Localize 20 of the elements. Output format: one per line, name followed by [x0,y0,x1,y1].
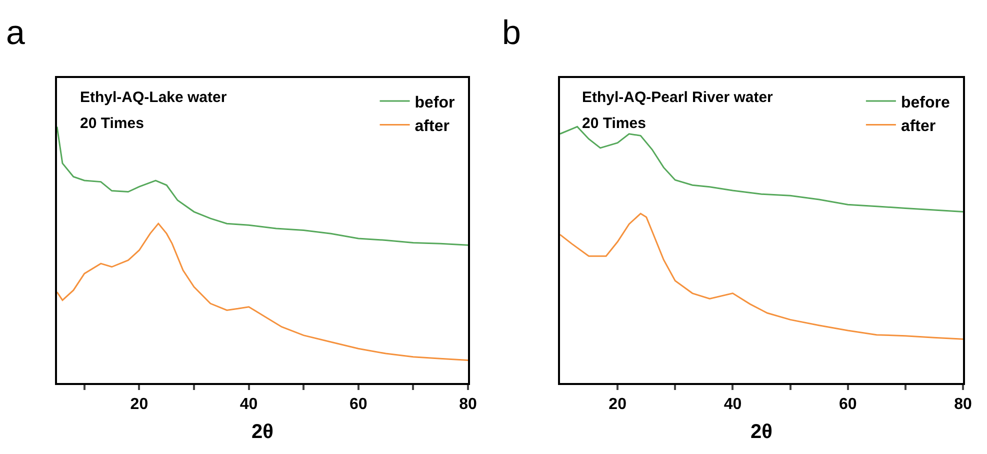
x-tick-label: 40 [724,396,742,413]
legend-label: before [900,94,950,112]
legend-label: befor [414,94,455,112]
x-tick-label: 20 [608,396,627,413]
x-tick-label: 60 [350,396,368,413]
x-tick-label: 60 [838,396,857,413]
legend-label: after [414,118,450,136]
text: a [6,14,25,52]
legend-label: after [900,118,936,136]
text: b [502,14,521,52]
x-axis-title: 2θ [252,420,274,443]
text: Ethyl-AQ-Pearl River water [582,89,774,106]
annotation: 20 Times [582,115,646,132]
x-axis-title: 2θ [750,420,772,443]
x-tick-label: 80 [459,396,477,413]
annotation: 20 Times [80,115,144,132]
x-tick-label: 40 [240,396,258,413]
text: Ethyl-AQ-Lake water [80,89,227,106]
x-tick-label: 80 [954,396,972,413]
x-tick-label: 20 [130,396,148,413]
